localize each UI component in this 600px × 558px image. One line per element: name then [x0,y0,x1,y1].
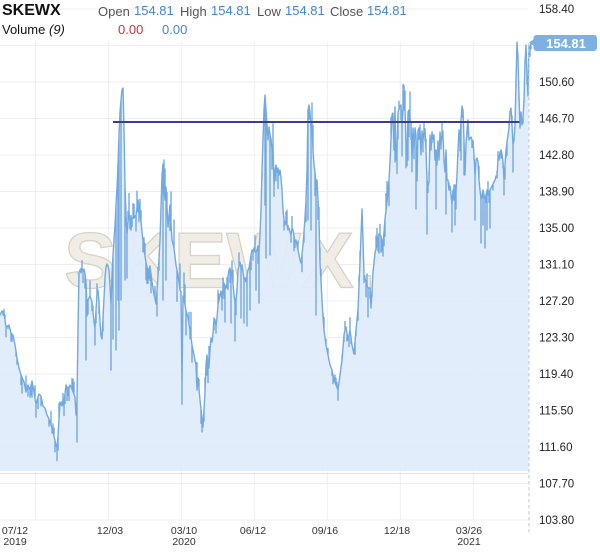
svg-text:03/10: 03/10 [171,525,197,537]
svg-text:135.00: 135.00 [539,223,574,235]
svg-text:2019: 2019 [3,536,27,548]
svg-text:103.80: 103.80 [539,515,574,527]
svg-text:158.40: 158.40 [539,4,574,16]
svg-text:150.60: 150.60 [539,77,574,89]
svg-text:138.90: 138.90 [539,187,574,199]
svg-text:123.30: 123.30 [539,333,574,345]
svg-text:09/16: 09/16 [312,525,338,537]
svg-text:2021: 2021 [457,536,481,548]
svg-text:12/03: 12/03 [97,525,123,537]
svg-text:154.81: 154.81 [546,36,586,51]
svg-text:115.50: 115.50 [539,406,573,418]
svg-text:07/12: 07/12 [2,525,28,537]
svg-text:2020: 2020 [172,536,196,548]
svg-text:127.20: 127.20 [539,296,574,308]
svg-text:06/12: 06/12 [240,525,266,537]
svg-text:146.70: 146.70 [539,114,574,126]
svg-text:03/26: 03/26 [456,525,482,537]
svg-text:12/18: 12/18 [384,525,410,537]
svg-text:142.80: 142.80 [539,150,574,162]
svg-text:119.40: 119.40 [539,369,573,381]
svg-text:107.70: 107.70 [539,479,574,491]
svg-text:131.10: 131.10 [539,260,574,272]
svg-text:111.60: 111.60 [539,442,572,454]
